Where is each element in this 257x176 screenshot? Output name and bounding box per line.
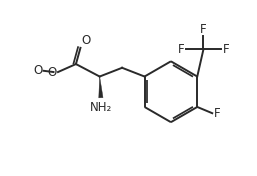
Text: F: F xyxy=(178,43,184,56)
Text: F: F xyxy=(200,23,207,36)
Text: F: F xyxy=(223,43,229,56)
Text: O: O xyxy=(82,34,91,47)
Text: O: O xyxy=(33,64,42,77)
Text: F: F xyxy=(214,107,220,120)
Polygon shape xyxy=(99,77,103,98)
Text: O: O xyxy=(47,65,57,78)
Text: NH₂: NH₂ xyxy=(90,101,112,114)
